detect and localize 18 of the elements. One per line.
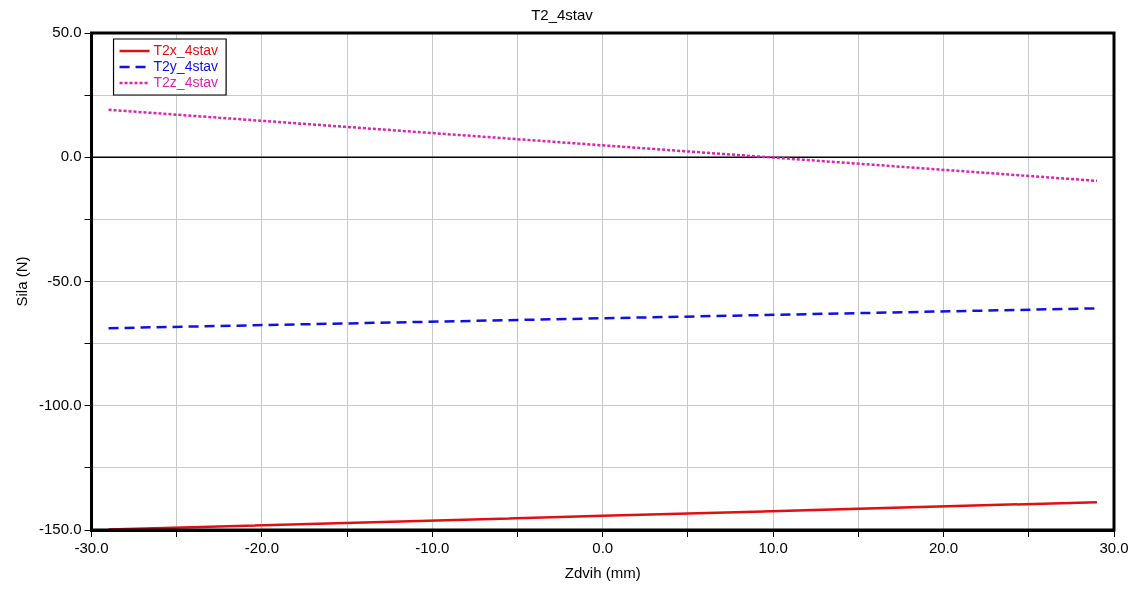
x-tick-label: 20.0	[928, 539, 959, 557]
y-tick-label: 50.0	[52, 23, 82, 41]
x-tick-label: -20.0	[244, 539, 280, 557]
x-tick-label: -30.0	[74, 539, 109, 557]
legend-label: T2z_4stav	[153, 73, 219, 90]
y-tick-label: -50.0	[47, 271, 82, 289]
y-tick-label: 0.0	[60, 147, 82, 165]
x-tick-label: -10.0	[415, 539, 450, 557]
x-tick-label: 10.0	[758, 539, 788, 557]
legend-label: T2y_4stav	[153, 57, 219, 74]
y-tick-label: -150.0	[38, 520, 82, 538]
x-tick-label: 30.0	[1099, 539, 1129, 557]
legend-label: T2x_4stav	[153, 41, 219, 58]
y-tick-label: -100.0	[38, 395, 82, 413]
y-axis-title: Sila (N)	[13, 256, 31, 307]
x-tick-label: 0.0	[592, 539, 614, 557]
x-axis-title: Zdvih (mm)	[564, 564, 641, 582]
chart-title: T2_4stav	[531, 6, 594, 24]
